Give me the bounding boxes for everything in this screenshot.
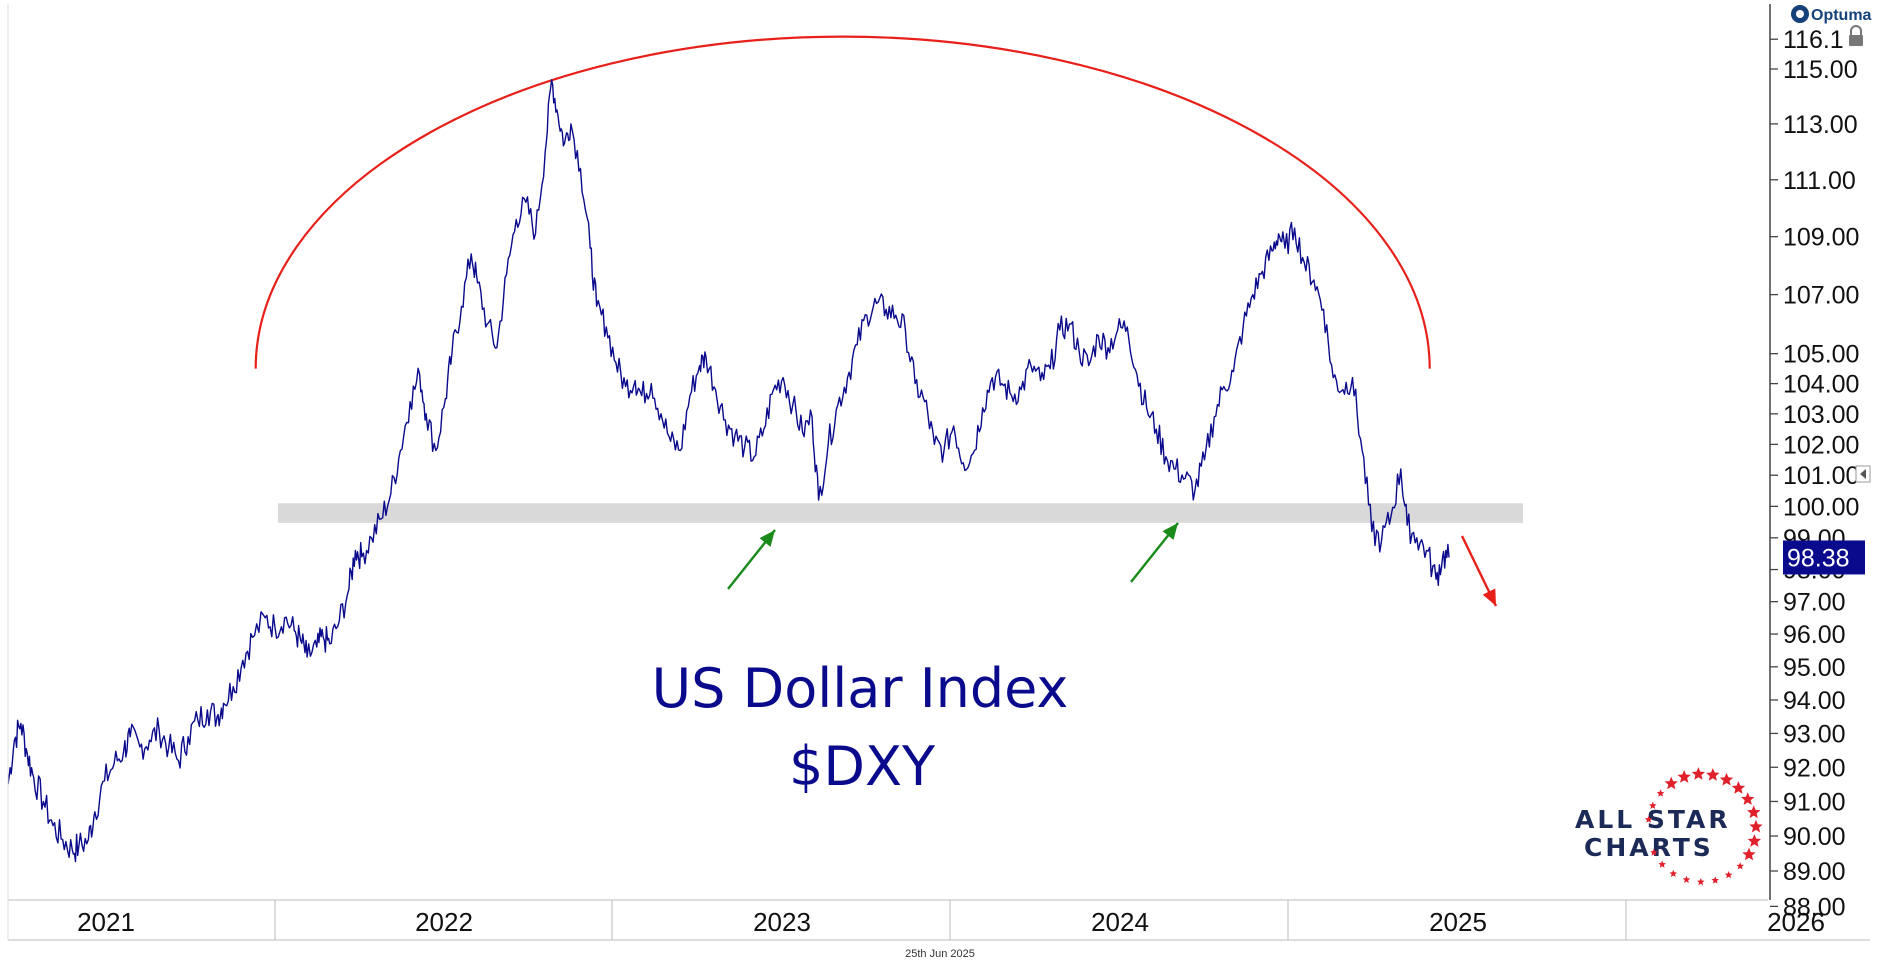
y-tick-label: 111.00: [1783, 167, 1856, 195]
star-icon: [1664, 776, 1678, 790]
star-icon: [1669, 869, 1678, 877]
star-icon: [1719, 772, 1734, 786]
star-icon: [1731, 781, 1746, 794]
lock-icon-shackle: [1850, 25, 1862, 35]
star-icon: [1691, 767, 1705, 780]
dxy-price-line: [7, 79, 1450, 863]
star-icon: [1706, 768, 1720, 781]
y-tick-label: 97.00: [1783, 589, 1846, 617]
collapse-arrow-glyph: [1860, 469, 1866, 479]
x-tick-label: 2022: [415, 907, 473, 937]
y-tick-label: 94.00: [1783, 687, 1846, 715]
y-tick-label: 115.00: [1783, 56, 1858, 84]
y-tick-label: 101.00: [1783, 462, 1859, 490]
star-icon: [1741, 792, 1755, 805]
star-icon: [1656, 789, 1665, 797]
y-tick-label: 103.00: [1783, 401, 1859, 429]
up-arrow-2024: [1130, 522, 1179, 583]
star-icon: [1677, 770, 1691, 783]
last-price-value: 98.38: [1787, 544, 1850, 572]
x-tick-label: 2024: [1091, 907, 1149, 937]
chart-subtitle: $DXY: [789, 735, 936, 798]
optuma-logo-text: Optuma: [1811, 7, 1872, 24]
star-icon: [1697, 878, 1705, 886]
y-tick-label: 96.00: [1783, 621, 1846, 649]
y-tick-label: 93.00: [1783, 720, 1846, 748]
allstarcharts-line2: CHARTS: [1584, 833, 1714, 862]
y-tick-label: 105.00: [1783, 341, 1859, 369]
star-icon: [1736, 862, 1744, 870]
star-icon: [1747, 834, 1761, 847]
y-tick-label: 102.00: [1783, 431, 1859, 459]
footer-date: 25th Jun 2025: [905, 948, 975, 960]
star-icon: [1749, 819, 1763, 833]
up-arrow-2024-head: [1162, 523, 1178, 540]
up-arrow-2023: [727, 529, 776, 590]
y-tick-label: 88.00: [1783, 893, 1846, 921]
last-price-badge: [1783, 540, 1865, 575]
y-tick-label: 92.00: [1783, 754, 1846, 782]
star-icon: [1658, 860, 1666, 868]
lock-icon-body: [1849, 35, 1863, 46]
x-tick-label: 2021: [77, 907, 135, 937]
y-tick-label: 100.00: [1783, 493, 1859, 521]
optuma-logo-icon-inner: [1796, 10, 1804, 18]
star-icon: [1724, 871, 1733, 879]
down-arrow-2025-head: [1482, 588, 1496, 606]
star-icon: [1711, 876, 1719, 884]
optuma-logo: Optuma: [1791, 5, 1872, 24]
y-tick-label: 89.00: [1783, 858, 1846, 886]
x-tick-label: 2025: [1429, 907, 1487, 937]
up-arrow-2023-head: [759, 530, 775, 547]
lock-icon: [1849, 25, 1863, 46]
x-tick-label: 2023: [753, 907, 811, 937]
down-arrow-2025: [1460, 535, 1498, 607]
chart-title: US Dollar Index: [652, 657, 1069, 720]
y-tick-label: 116.1: [1783, 26, 1844, 54]
y-tick-label: 113.00: [1783, 111, 1858, 139]
star-icon: [1682, 875, 1691, 883]
y-tick-label: 91.00: [1783, 788, 1846, 816]
rounding-top-arc: [254, 36, 1431, 369]
star-icon: [1747, 805, 1761, 819]
y-tick-label: 90.00: [1783, 823, 1846, 851]
allstarcharts-line1: ALL STAR: [1575, 805, 1731, 834]
star-icon: [1742, 847, 1756, 861]
star-icon: [1644, 815, 1653, 823]
star-icon: [1649, 801, 1657, 809]
y-tick-label: 104.00: [1783, 371, 1859, 399]
y-tick-label: 95.00: [1783, 654, 1846, 682]
y-tick-label: 107.00: [1783, 282, 1859, 310]
support-band: [278, 503, 1523, 523]
y-tick-label: 109.00: [1783, 224, 1859, 252]
star-icon: [1650, 848, 1658, 856]
x-tick-label: 2026: [1767, 907, 1825, 937]
